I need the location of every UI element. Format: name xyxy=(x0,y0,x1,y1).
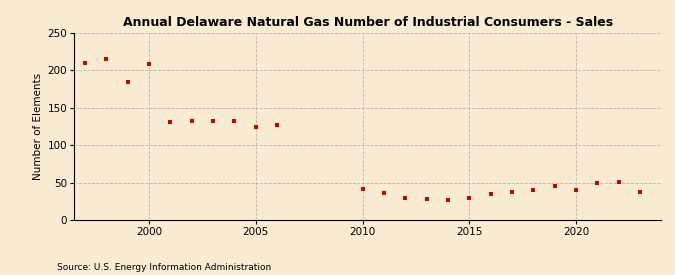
Point xyxy=(186,119,197,123)
Point xyxy=(122,79,133,84)
Point xyxy=(592,180,603,185)
Point xyxy=(507,189,518,194)
Point xyxy=(101,57,111,61)
Point xyxy=(357,187,368,191)
Point xyxy=(421,197,432,201)
Point xyxy=(272,123,283,127)
Point xyxy=(144,62,155,67)
Text: Source: U.S. Energy Information Administration: Source: U.S. Energy Information Administ… xyxy=(57,263,271,272)
Point xyxy=(528,188,539,192)
Point xyxy=(80,61,90,65)
Point xyxy=(634,189,645,194)
Point xyxy=(400,195,410,200)
Point xyxy=(464,195,475,200)
Point xyxy=(250,125,261,130)
Point xyxy=(379,191,389,195)
Point xyxy=(229,119,240,123)
Y-axis label: Number of Elements: Number of Elements xyxy=(33,73,43,180)
Point xyxy=(614,180,624,184)
Point xyxy=(443,198,454,202)
Point xyxy=(485,192,496,196)
Point xyxy=(549,184,560,189)
Point xyxy=(570,188,581,192)
Point xyxy=(165,120,176,124)
Title: Annual Delaware Natural Gas Number of Industrial Consumers - Sales: Annual Delaware Natural Gas Number of In… xyxy=(123,16,613,29)
Point xyxy=(208,119,219,123)
